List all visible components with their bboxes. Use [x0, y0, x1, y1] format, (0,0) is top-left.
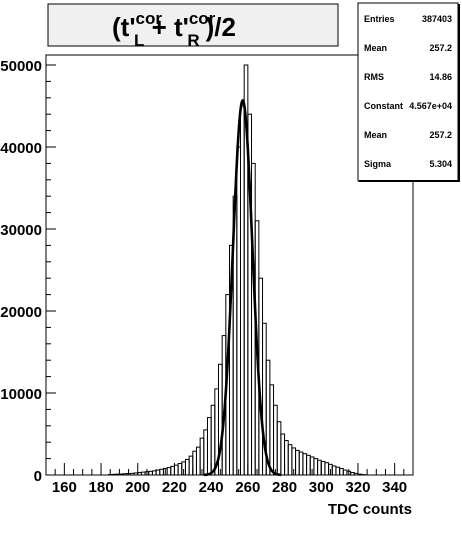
- x-tick-label: 260: [235, 479, 260, 496]
- x-tick-label: 180: [89, 479, 114, 496]
- histogram-bin: [171, 466, 175, 475]
- histogram-bin: [152, 471, 156, 475]
- histogram-bin: [321, 461, 325, 475]
- histogram-bin: [134, 473, 138, 475]
- histogram-bin: [130, 473, 134, 475]
- histogram-bin: [149, 471, 153, 475]
- stats-value: 387403: [422, 14, 452, 24]
- stats-box: [358, 3, 458, 181]
- stats-value: 4.567e+04: [409, 101, 452, 111]
- histogram-bin: [112, 474, 116, 475]
- histogram-bin: [336, 467, 340, 475]
- stats-label: Mean: [364, 130, 387, 140]
- x-tick-label: 280: [272, 479, 297, 496]
- x-tick-label: 340: [382, 479, 407, 496]
- y-tick-label: 20000: [0, 304, 42, 321]
- histogram-bin: [274, 405, 278, 475]
- histogram-bin: [351, 473, 355, 475]
- histogram-bin: [204, 430, 208, 475]
- x-tick-label: 200: [125, 479, 150, 496]
- stats-label: Constant: [364, 101, 403, 111]
- histogram-bin: [123, 474, 127, 475]
- histogram-bin: [270, 385, 274, 475]
- histogram-bin: [303, 454, 307, 475]
- x-tick-label: 300: [309, 479, 334, 496]
- histogram-bin: [207, 418, 211, 475]
- y-tick-label: 30000: [0, 222, 42, 239]
- x-tick-label: 220: [162, 479, 187, 496]
- stats-label: Sigma: [364, 159, 392, 169]
- histogram-bin: [318, 460, 322, 475]
- histogram-bin: [343, 470, 347, 475]
- histogram-bin: [141, 472, 145, 475]
- y-tick-label: 0: [34, 468, 42, 485]
- y-tick-label: 40000: [0, 140, 42, 157]
- stats-label: Mean: [364, 43, 387, 53]
- histogram-bin: [285, 441, 289, 475]
- histogram-bin: [211, 405, 215, 475]
- histogram-bin: [281, 434, 285, 475]
- histogram-bin: [237, 147, 241, 475]
- histogram-bin: [174, 465, 178, 475]
- histogram-bin: [277, 422, 281, 475]
- x-tick-label: 160: [52, 479, 77, 496]
- histogram-bin: [185, 459, 189, 475]
- histogram-bin: [325, 463, 329, 475]
- x-axis-label: TDC counts: [328, 501, 412, 518]
- y-tick-label: 10000: [0, 386, 42, 403]
- x-tick-label: 320: [345, 479, 370, 496]
- histogram-bin: [189, 456, 193, 475]
- histogram-bin: [119, 474, 123, 475]
- histogram-bin: [156, 470, 160, 475]
- histogram-bin: [332, 466, 336, 475]
- stats-value: 257.2: [429, 130, 452, 140]
- histogram-bin: [288, 445, 292, 475]
- histogram-bins: [108, 65, 365, 475]
- histogram-bin: [354, 473, 358, 475]
- y-axis-ticks: 0 10000 20000 30000 40000 50000: [0, 58, 56, 485]
- histogram-bin: [160, 469, 164, 475]
- histogram-bin: [358, 474, 362, 475]
- histogram-bin: [193, 451, 197, 475]
- histogram-bin: [167, 468, 171, 475]
- histogram-bin: [138, 473, 142, 475]
- histogram-bin: [196, 447, 200, 475]
- histogram-bin: [307, 455, 311, 475]
- histogram-bin: [178, 464, 182, 475]
- stats-label: Entries: [364, 14, 395, 24]
- histogram-bin: [241, 106, 245, 475]
- histogram-bin: [314, 459, 318, 475]
- histogram-bin: [116, 474, 120, 475]
- x-tick-label: 240: [199, 479, 224, 496]
- histogram-bin: [296, 450, 300, 475]
- stats-value: 257.2: [429, 43, 452, 53]
- stats-label: RMS: [364, 72, 384, 82]
- histogram-bin: [299, 452, 303, 475]
- stats-value: 5.304: [429, 159, 452, 169]
- y-tick-label: 50000: [0, 58, 42, 75]
- stats-value: 14.86: [429, 72, 452, 82]
- histogram-bin: [340, 468, 344, 475]
